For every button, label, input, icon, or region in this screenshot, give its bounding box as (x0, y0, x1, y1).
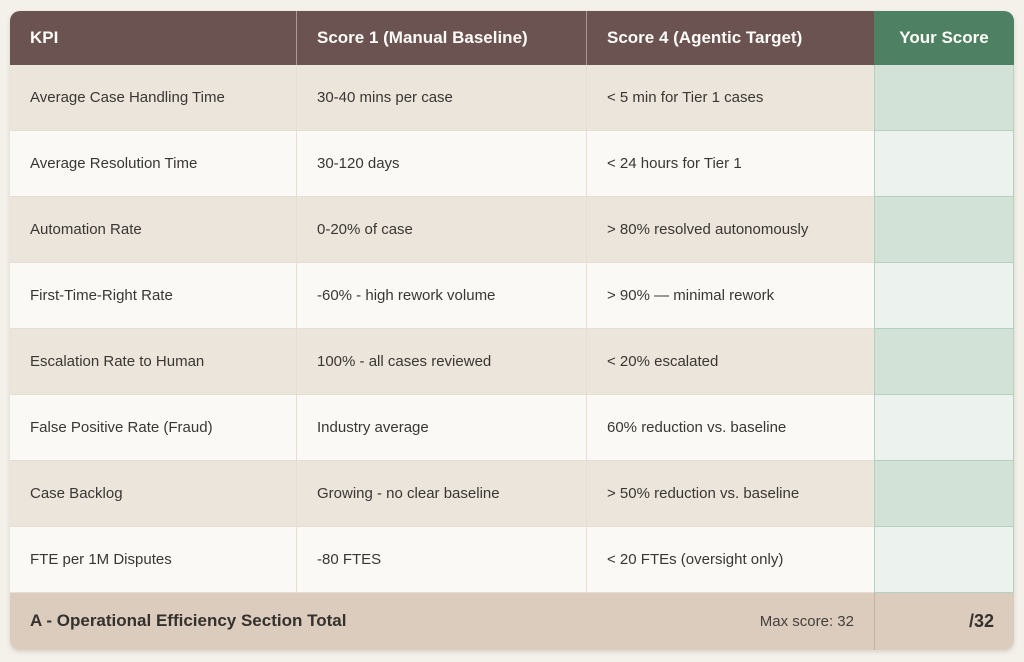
column-header-your-score: Your Score (874, 11, 1014, 65)
kpi-cell: Case Backlog (10, 461, 297, 527)
your-score-cell[interactable] (874, 65, 1014, 131)
score1-cell: -80 FTES (297, 527, 587, 593)
max-score-label: Max score: 32 (759, 612, 854, 630)
your-score-cell[interactable] (874, 263, 1014, 329)
your-score-cell[interactable] (874, 395, 1014, 461)
column-header-score4: Score 4 (Agentic Target) (587, 11, 874, 65)
score1-cell: 30-40 mins per case (297, 65, 587, 131)
kpi-cell: Escalation Rate to Human (10, 329, 297, 395)
your-score-cell[interactable] (874, 527, 1014, 593)
column-header-score1: Score 1 (Manual Baseline) (297, 11, 587, 65)
score4-cell: < 20 FTEs (oversight only) (587, 527, 874, 593)
kpi-cell: Average Case Handling Time (10, 65, 297, 131)
score1-cell: 30-120 days (297, 131, 587, 197)
column-header-kpi: KPI (10, 11, 297, 65)
your-score-cell[interactable] (874, 329, 1014, 395)
kpi-cell: Automation Rate (10, 197, 297, 263)
kpi-scorecard-table: KPI Score 1 (Manual Baseline) Score 4 (A… (10, 11, 1014, 650)
score4-cell: > 90% — minimal rework (587, 263, 874, 329)
section-total-score-cell[interactable]: /32 (874, 593, 1014, 650)
kpi-cell: False Positive Rate (Fraud) (10, 395, 297, 461)
score4-cell: < 20% escalated (587, 329, 874, 395)
your-score-cell[interactable] (874, 131, 1014, 197)
score1-cell: -60% - high rework volume (297, 263, 587, 329)
score1-cell: Industry average (297, 395, 587, 461)
your-score-cell[interactable] (874, 461, 1014, 527)
section-total-row: A - Operational Efficiency Section Total… (10, 593, 874, 650)
score1-cell: 100% - all cases reviewed (297, 329, 587, 395)
kpi-cell: FTE per 1M Disputes (10, 527, 297, 593)
score4-cell: 60% reduction vs. baseline (587, 395, 874, 461)
score4-cell: > 50% reduction vs. baseline (587, 461, 874, 527)
score4-cell: < 5 min for Tier 1 cases (587, 65, 874, 131)
score4-cell: > 80% resolved autonomously (587, 197, 874, 263)
score1-cell: Growing - no clear baseline (297, 461, 587, 527)
score1-cell: 0-20% of case (297, 197, 587, 263)
kpi-cell: First-Time-Right Rate (10, 263, 297, 329)
kpi-cell: Average Resolution Time (10, 131, 297, 197)
score4-cell: < 24 hours for Tier 1 (587, 131, 874, 197)
section-total-label: A - Operational Efficiency Section Total (30, 611, 347, 631)
your-score-cell[interactable] (874, 197, 1014, 263)
